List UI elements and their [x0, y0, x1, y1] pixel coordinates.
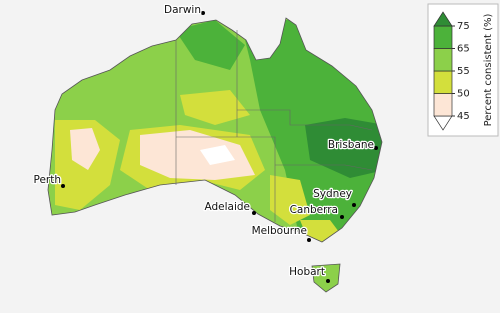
colorbar-segment [433, 25, 453, 49]
city-marker [352, 203, 356, 207]
city-label: Melbourne [252, 225, 307, 237]
legend-title: Percent consistent (%) [483, 14, 494, 127]
colorbar-segment [433, 93, 453, 117]
state-borders [175, 30, 373, 222]
colorbar-over [433, 11, 453, 27]
city-label: Adelaide [204, 201, 250, 213]
city-label: Hobart [289, 266, 325, 278]
city-label: Canberra [290, 204, 338, 216]
city-marker [307, 238, 311, 242]
colorbar-segment [433, 48, 453, 72]
colorbar-label: 75 [457, 21, 470, 32]
colorbar-label: 65 [457, 44, 470, 55]
city-label: Brisbane [328, 139, 374, 151]
city-label: Sydney [313, 188, 352, 200]
city-marker [374, 146, 378, 150]
city-marker [61, 184, 65, 188]
colorbar-segment [433, 70, 453, 94]
colorbar-label: 55 [457, 66, 470, 77]
city-marker [201, 11, 205, 15]
colorbar-label: 50 [457, 89, 470, 100]
city-marker [252, 211, 256, 215]
city-label: Darwin [164, 4, 201, 16]
city-label: Perth [33, 174, 61, 186]
colorbar-label: 45 [457, 111, 470, 122]
city-marker [326, 279, 330, 283]
coastline [47, 17, 383, 293]
city-marker [340, 215, 344, 219]
